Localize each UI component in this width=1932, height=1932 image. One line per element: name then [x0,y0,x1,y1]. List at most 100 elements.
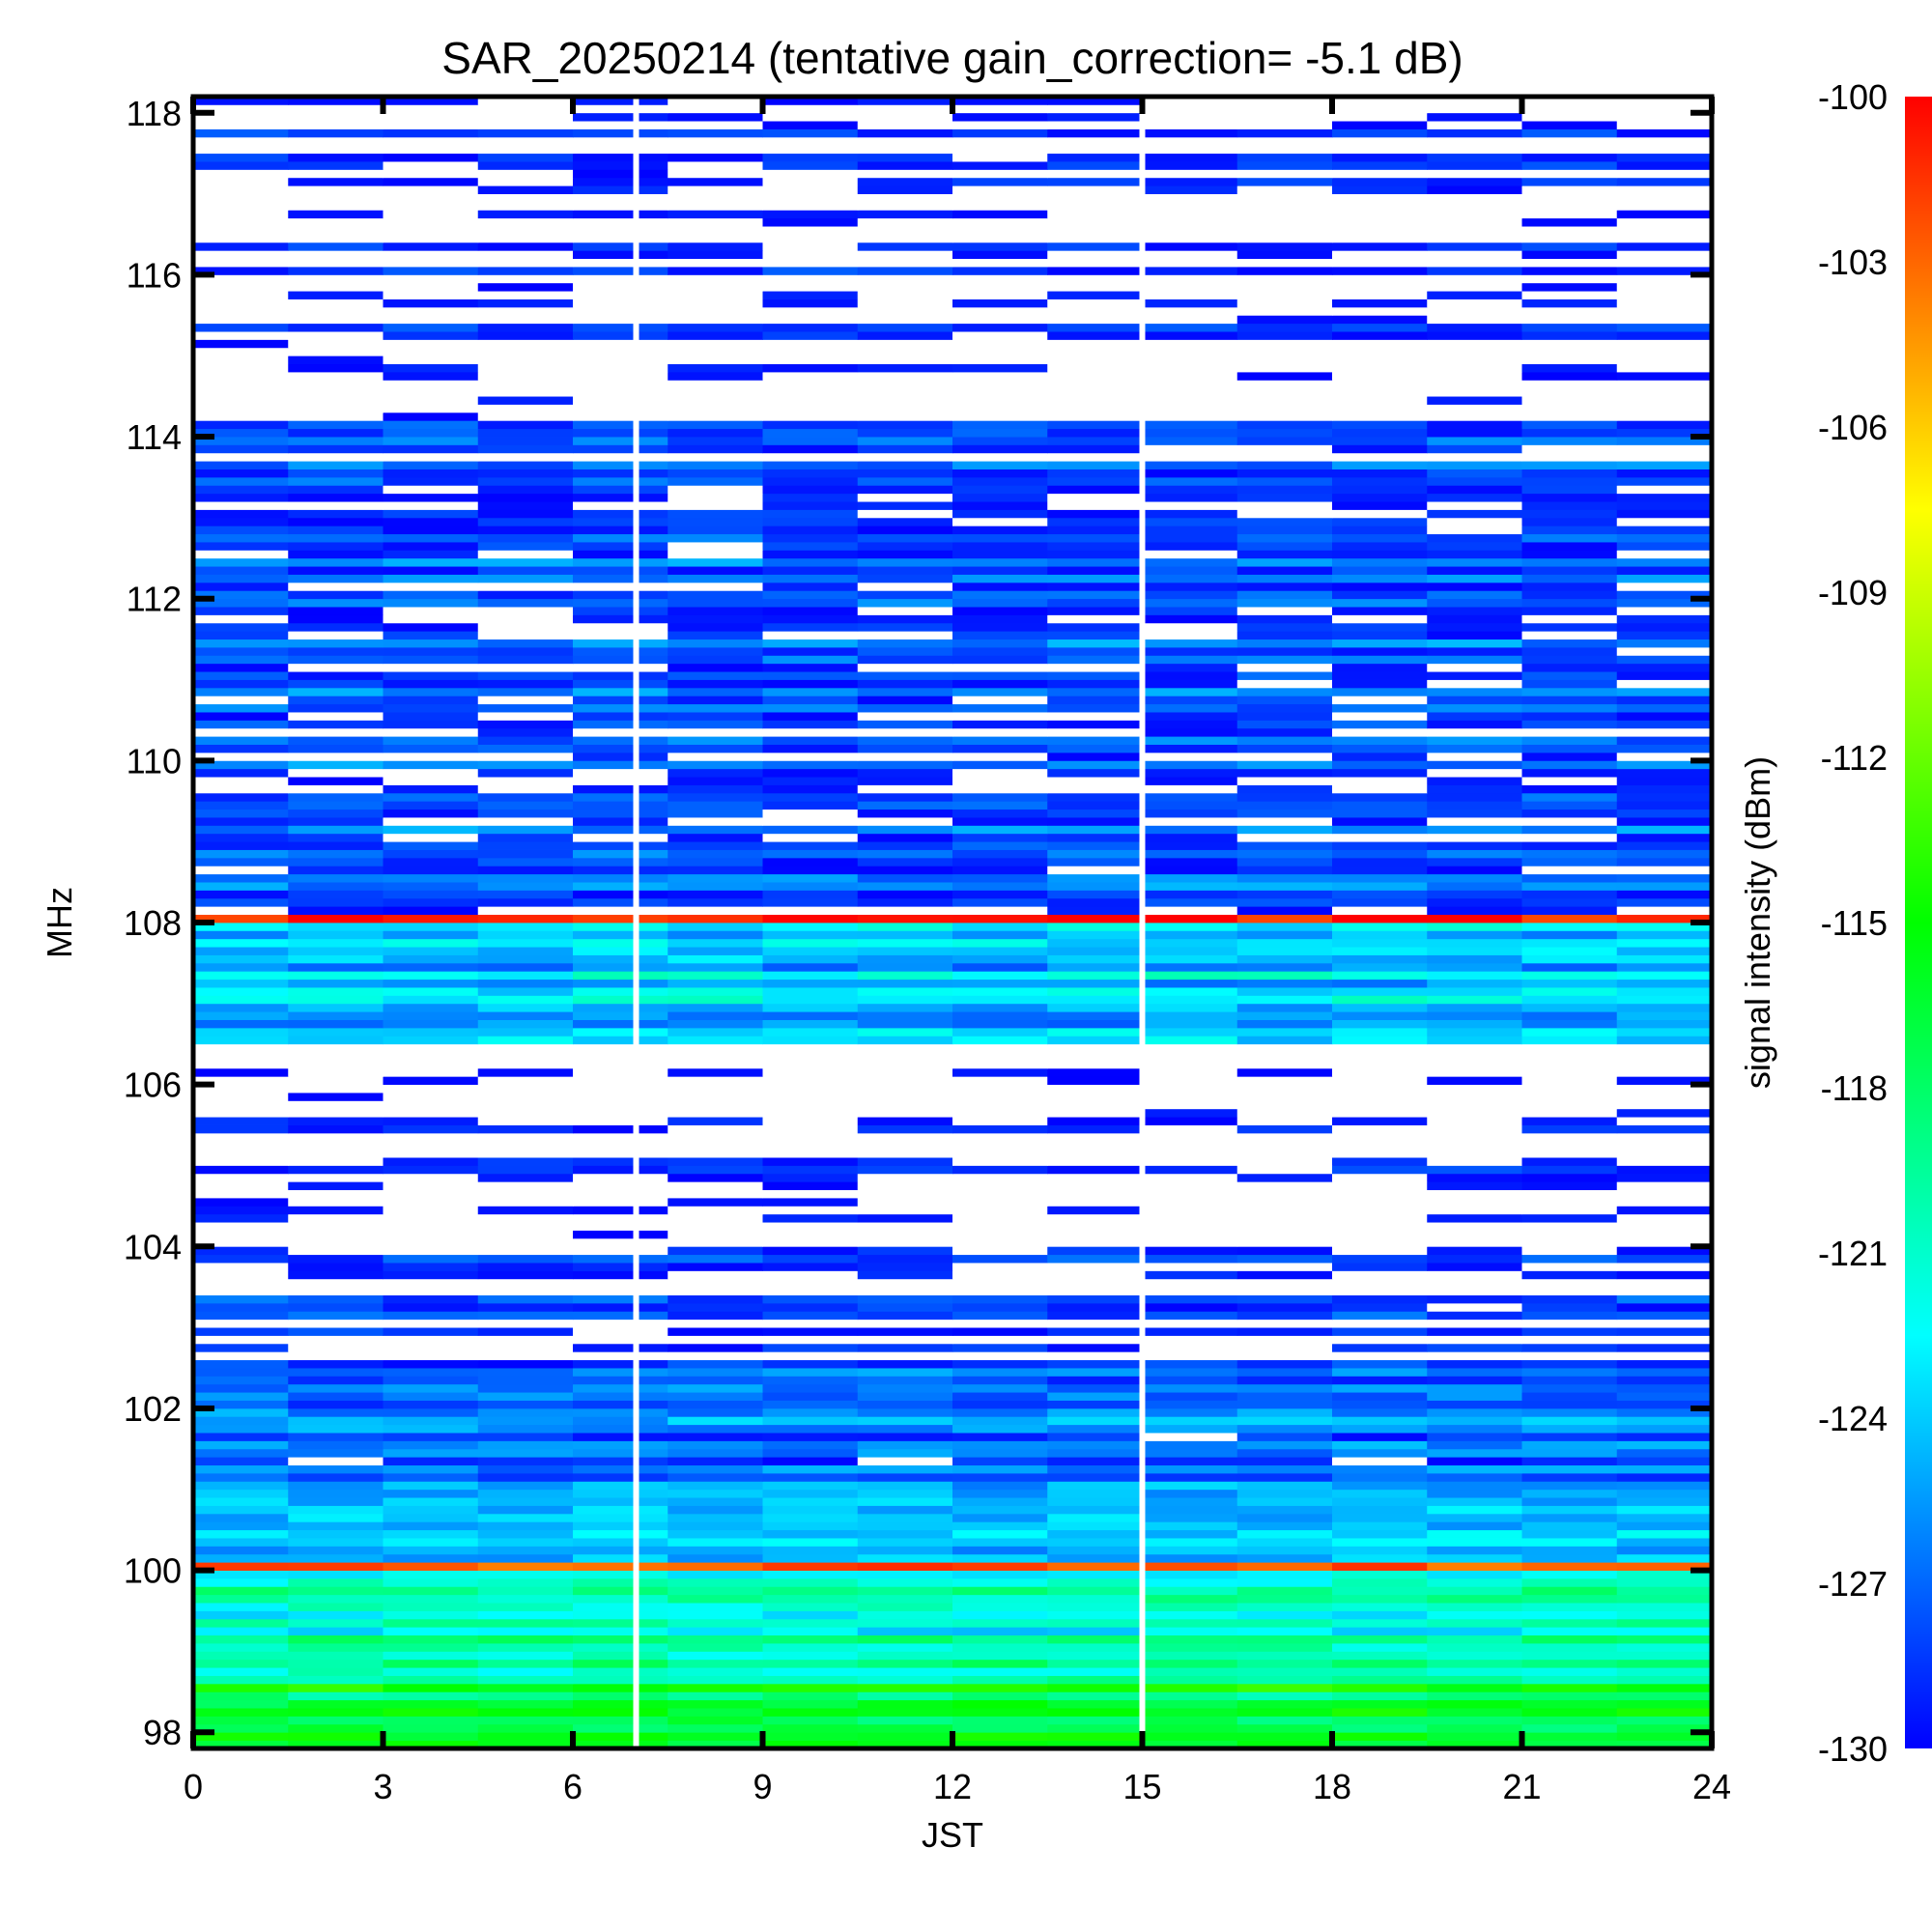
heatmap-cell [1047,1108,1143,1118]
heatmap-cell [1142,250,1238,260]
heatmap-cell [1427,217,1522,227]
heatmap-cell [1427,128,1522,138]
heatmap-cell [762,938,859,948]
heatmap-cell [1142,339,1238,349]
heatmap-cell [1521,226,1618,235]
heatmap-cell [1142,897,1238,907]
heatmap-cell [193,550,289,559]
heatmap-cell [1332,1740,1428,1748]
heatmap-cell [288,1603,384,1611]
heatmap-cell [193,1659,289,1668]
heatmap-cell [668,1708,763,1717]
heatmap-cell [383,1294,479,1304]
heatmap-cell [1236,1570,1333,1579]
heatmap-cell [193,1570,289,1579]
y-tick-label: 108 [124,903,182,943]
heatmap-cell [762,396,859,405]
heatmap-cell [952,1400,1048,1409]
heatmap-cell [1236,1691,1333,1701]
heatmap-cell [762,1222,859,1231]
heatmap-cell [1047,752,1143,761]
heatmap-cell [1521,1586,1618,1596]
heatmap-cell [288,121,384,129]
heatmap-cell [477,1570,574,1579]
heatmap-cell [573,1732,668,1742]
heatmap-cell [952,930,1048,940]
heatmap-cell [762,792,859,802]
heatmap-cell [1616,1302,1712,1312]
heatmap-cell [762,647,859,656]
heatmap-cell [288,1691,384,1701]
heatmap-cell [1236,177,1333,186]
heatmap-cell [952,372,1048,381]
heatmap-cell [952,655,1048,665]
heatmap-cell [668,760,763,770]
heatmap-cell [1236,1173,1333,1182]
heatmap-cell [668,995,763,1005]
heatmap-cell [573,1319,668,1328]
heatmap-cell [477,1489,574,1498]
heatmap-cell [1236,1416,1333,1426]
heatmap-cell [1047,849,1143,859]
heatmap-cell [1427,1376,1522,1385]
heatmap-cell [857,1383,953,1393]
heatmap-cell [288,1538,384,1547]
heatmap-cell [383,282,479,292]
heatmap-cell [1616,1546,1712,1555]
heatmap-cell [288,306,384,316]
heatmap-cell [952,614,1048,624]
heatmap-cell [193,938,289,948]
heatmap-cell [1427,1440,1522,1450]
heatmap-cell [477,1553,574,1563]
heatmap-cell [1616,566,1712,575]
heatmap-cell [762,542,859,551]
heatmap-cell [193,574,289,583]
heatmap-cell [1521,1237,1618,1247]
heatmap-cell [668,687,763,696]
heatmap-cell [1332,1132,1428,1142]
heatmap-cell [762,1513,859,1522]
heatmap-cell [477,1060,574,1069]
heatmap-cell [1236,1278,1333,1288]
heatmap-cell [952,250,1048,260]
heatmap-cell [477,121,574,129]
heatmap-cell [193,1651,289,1661]
heatmap-cell [668,128,763,138]
heatmap-cell [1616,622,1712,632]
heatmap-cell [1616,1237,1712,1247]
heatmap-cell [1047,1416,1143,1426]
heatmap-cell [477,177,574,186]
heatmap-cell [668,598,763,608]
heatmap-cell [952,1489,1048,1498]
heatmap-cell [1427,1222,1522,1231]
heatmap-cell [762,1254,859,1264]
heatmap-cell [1142,954,1238,964]
heatmap-cell [1616,1699,1712,1709]
heatmap-cell [668,1457,763,1466]
heatmap-cell [383,923,479,931]
heatmap-cell [1616,1359,1712,1369]
heatmap-cell [1236,712,1333,721]
heatmap-cell [1332,533,1428,543]
heatmap-cell [573,380,668,389]
heatmap-cell [1047,404,1143,413]
heatmap-cell [1427,1627,1522,1636]
heatmap-cell [952,1294,1048,1304]
heatmap-cell [1236,185,1333,194]
heatmap-cell [857,607,953,615]
heatmap-cell [668,469,763,478]
heatmap-cell [668,962,763,972]
heatmap-cell [1236,210,1333,219]
heatmap-cell [1616,866,1712,875]
heatmap-cell [1521,671,1618,680]
heatmap-cell [193,372,289,381]
heatmap-cell [1427,1716,1522,1725]
heatmap-cell [1521,590,1618,600]
heatmap-cell [288,315,384,325]
heatmap-cell [668,849,763,859]
heatmap-cell [1142,663,1238,672]
heatmap-cell [383,607,479,615]
heatmap-cell [668,1546,763,1555]
heatmap-cell [288,1392,384,1401]
heatmap-cell [573,1586,668,1596]
